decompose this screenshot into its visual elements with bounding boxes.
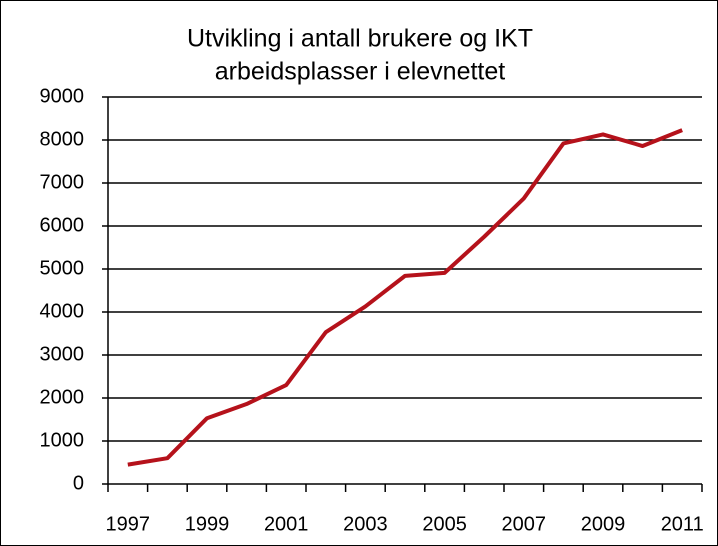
- x-tick-label: 1997: [106, 513, 151, 535]
- x-tick-label: 2011: [661, 513, 704, 535]
- x-tick-label: 2007: [502, 513, 547, 535]
- x-tick-label: 2001: [264, 513, 309, 535]
- y-tick-label: 8000: [40, 128, 85, 150]
- x-tick-label: 2005: [422, 513, 467, 535]
- y-tick-label: 4000: [40, 300, 85, 322]
- chart-title: Utvikling i antall brukere og IKT: [187, 25, 533, 53]
- y-tick-label: 5000: [40, 257, 85, 279]
- y-tick-label: 7000: [40, 171, 85, 193]
- y-tick-label: 3000: [40, 343, 85, 365]
- y-tick-label: 0: [73, 472, 84, 494]
- x-tick-label: 1999: [185, 513, 230, 535]
- y-tick-label: 9000: [40, 85, 85, 107]
- y-tick-label: 6000: [40, 214, 85, 236]
- chart-title: arbeidsplasser i elevnettet: [215, 58, 505, 86]
- y-tick-label: 2000: [40, 386, 85, 408]
- x-tick-label: 2009: [581, 513, 626, 535]
- x-tick-label: 2003: [343, 513, 388, 535]
- data-line: [127, 128, 683, 467]
- y-tick-label: 1000: [40, 429, 85, 451]
